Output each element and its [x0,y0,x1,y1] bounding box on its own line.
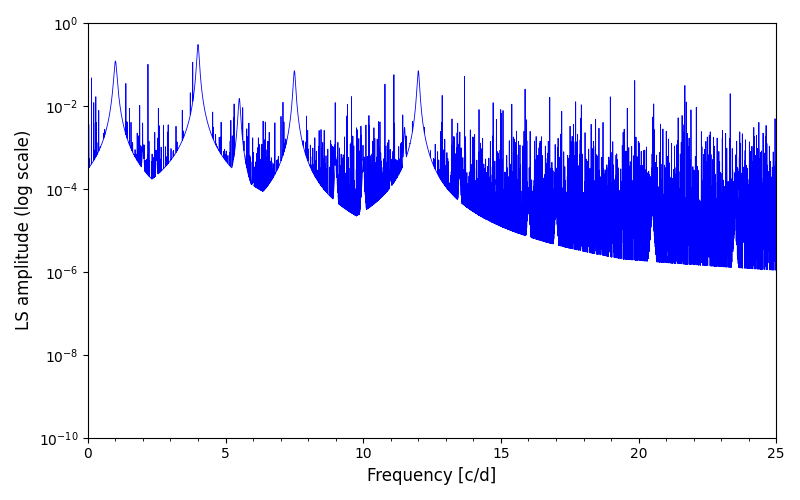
Y-axis label: LS amplitude (log scale): LS amplitude (log scale) [15,130,33,330]
X-axis label: Frequency [c/d]: Frequency [c/d] [367,467,497,485]
